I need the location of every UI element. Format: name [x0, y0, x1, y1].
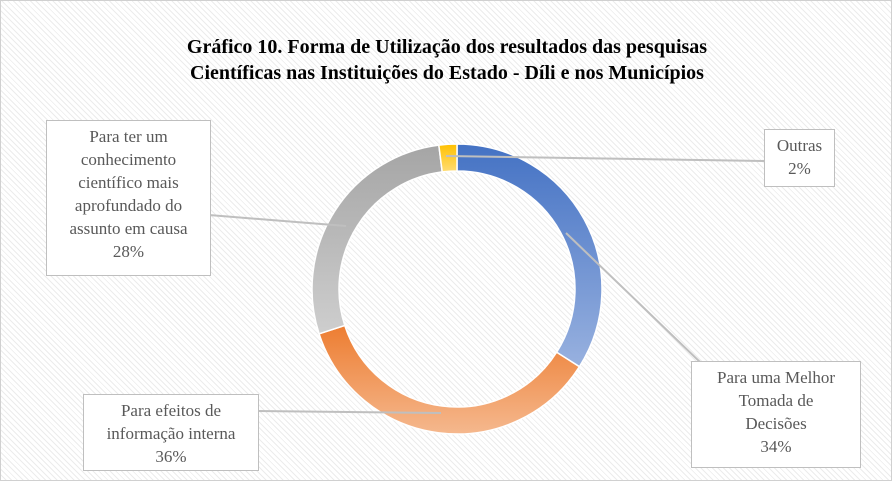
leader-line [256, 410, 442, 414]
data-label-box: Para ter um conhecimento científico mais… [46, 120, 211, 276]
value-label: 36% [155, 447, 187, 466]
donut-slice [311, 144, 444, 335]
donut-slice [318, 324, 581, 435]
leader-line [565, 232, 702, 364]
category-label: Para efeitos de informação interna [106, 401, 236, 443]
value-label: 28% [112, 242, 145, 261]
value-label: 2% [788, 159, 811, 178]
category-label: Para uma Melhor Tomada de Decisões [716, 368, 836, 433]
chart-title: Gráfico 10. Forma de Utilização dos resu… [186, 36, 708, 84]
donut-slice [456, 143, 603, 368]
value-label: 34% [760, 437, 792, 456]
category-label: Para ter um conhecimento científico mais… [69, 127, 188, 238]
data-label-box: Para uma Melhor Tomada de Decisões 34% [691, 361, 861, 468]
category-label: Outras [776, 136, 823, 155]
data-label-box: Outras 2% [764, 129, 835, 187]
leader-line [445, 155, 767, 162]
donut-slice [437, 143, 458, 173]
leader-line [208, 214, 347, 227]
data-label-box: Para efeitos de informação interna 36% [83, 394, 259, 471]
